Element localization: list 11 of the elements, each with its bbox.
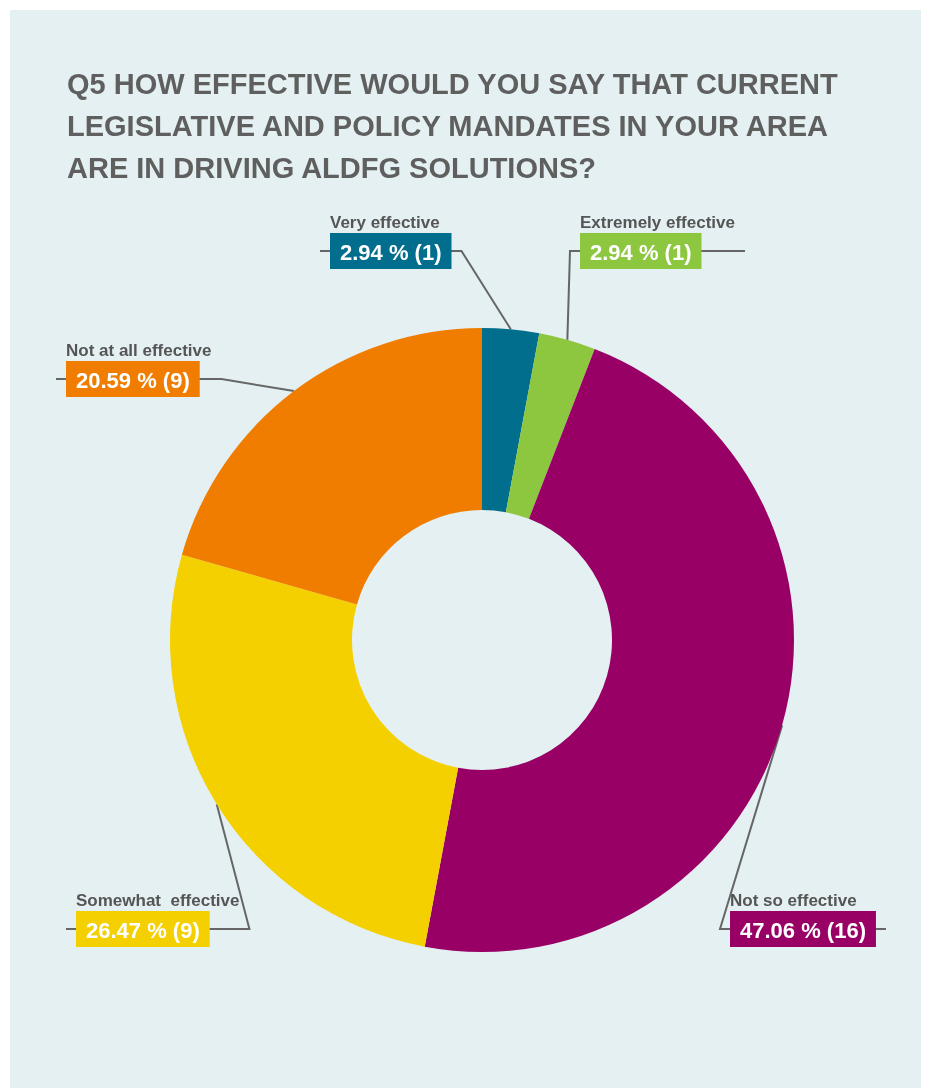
slice-label: Very effective: [330, 212, 440, 232]
data-label: 2.94 % (1): [590, 239, 692, 265]
slice-label: Somewhat effective: [76, 890, 240, 910]
slice-label: Extremely effective: [580, 212, 735, 232]
chart-title: Q5 HOW EFFECTIVE WOULD YOU SAY THAT CURRENT LEGISLATIVE AND POLICY MANDATES IN YOUR AREA ARE IN DRIVING ALDFG SOLUTIONS?: [67, 68, 846, 184]
data-label: 20.59 % (9): [76, 367, 190, 393]
slice-label: Not so effective: [730, 890, 857, 910]
data-label: 26.47 % (9): [86, 917, 200, 943]
data-label: 47.06 % (16): [740, 917, 866, 943]
data-label: 2.94 % (1): [340, 239, 442, 265]
slice-label: Not at all effective: [66, 340, 212, 360]
